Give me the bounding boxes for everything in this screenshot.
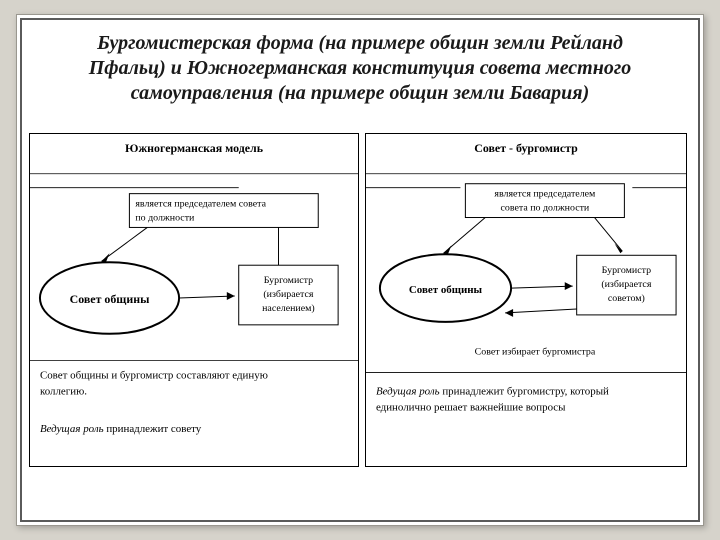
right-top-box-l1: является председателем	[494, 189, 596, 200]
right-right-box-l3: советом)	[608, 293, 645, 304]
panel-right: Совет - бургомистр является председателе…	[365, 133, 687, 467]
arrow	[102, 227, 148, 261]
arrowhead	[227, 292, 235, 300]
right-note2-l1: Ведущая роль принадлежит бургомистру, ко…	[376, 385, 609, 397]
right-note2-l2: единолично решает важнейшие вопросы	[376, 401, 566, 413]
right-right-box-l1: Бургомистр	[602, 265, 651, 276]
connector	[179, 296, 235, 298]
left-right-box-l1: Бургомистр	[264, 275, 313, 286]
arrowhead	[565, 282, 573, 290]
left-heading: Южногерманская модель	[125, 141, 263, 155]
right-under-arrow: Совет избирает бургомистра	[475, 347, 596, 358]
right-heading: Совет - бургомистр	[474, 141, 578, 155]
left-note2: Ведущая роль принадлежит совету	[40, 423, 202, 435]
right-right-box-l2: (избирается	[601, 279, 652, 290]
diagram-area: Южногерманская модель является председат…	[29, 133, 691, 467]
left-top-box-l1: является председателем совета	[135, 199, 266, 210]
left-right-box-l2: (избирается	[263, 289, 314, 300]
panel-left: Южногерманская модель является председат…	[29, 133, 359, 467]
left-note1-l1: Совет общины и бургомистр составляют еди…	[40, 370, 268, 382]
right-ellipse-label: Совет общины	[409, 284, 483, 296]
left-ellipse-label: Совет общины	[70, 292, 150, 306]
connector	[505, 309, 577, 313]
arrow	[595, 218, 623, 252]
connector	[511, 286, 573, 288]
arrowhead	[614, 243, 622, 253]
arrowhead	[505, 309, 513, 317]
slide-title: Бургомистерская форма (на примере общин …	[57, 31, 663, 106]
left-top-box-l2: по должности	[135, 212, 195, 223]
left-note1-l2: коллегию.	[40, 385, 87, 397]
right-top-box-l2: совета по должности	[501, 203, 590, 214]
slide-frame: Бургомистерская форма (на примере общин …	[16, 14, 704, 526]
left-right-box-l3: населением)	[262, 303, 315, 314]
